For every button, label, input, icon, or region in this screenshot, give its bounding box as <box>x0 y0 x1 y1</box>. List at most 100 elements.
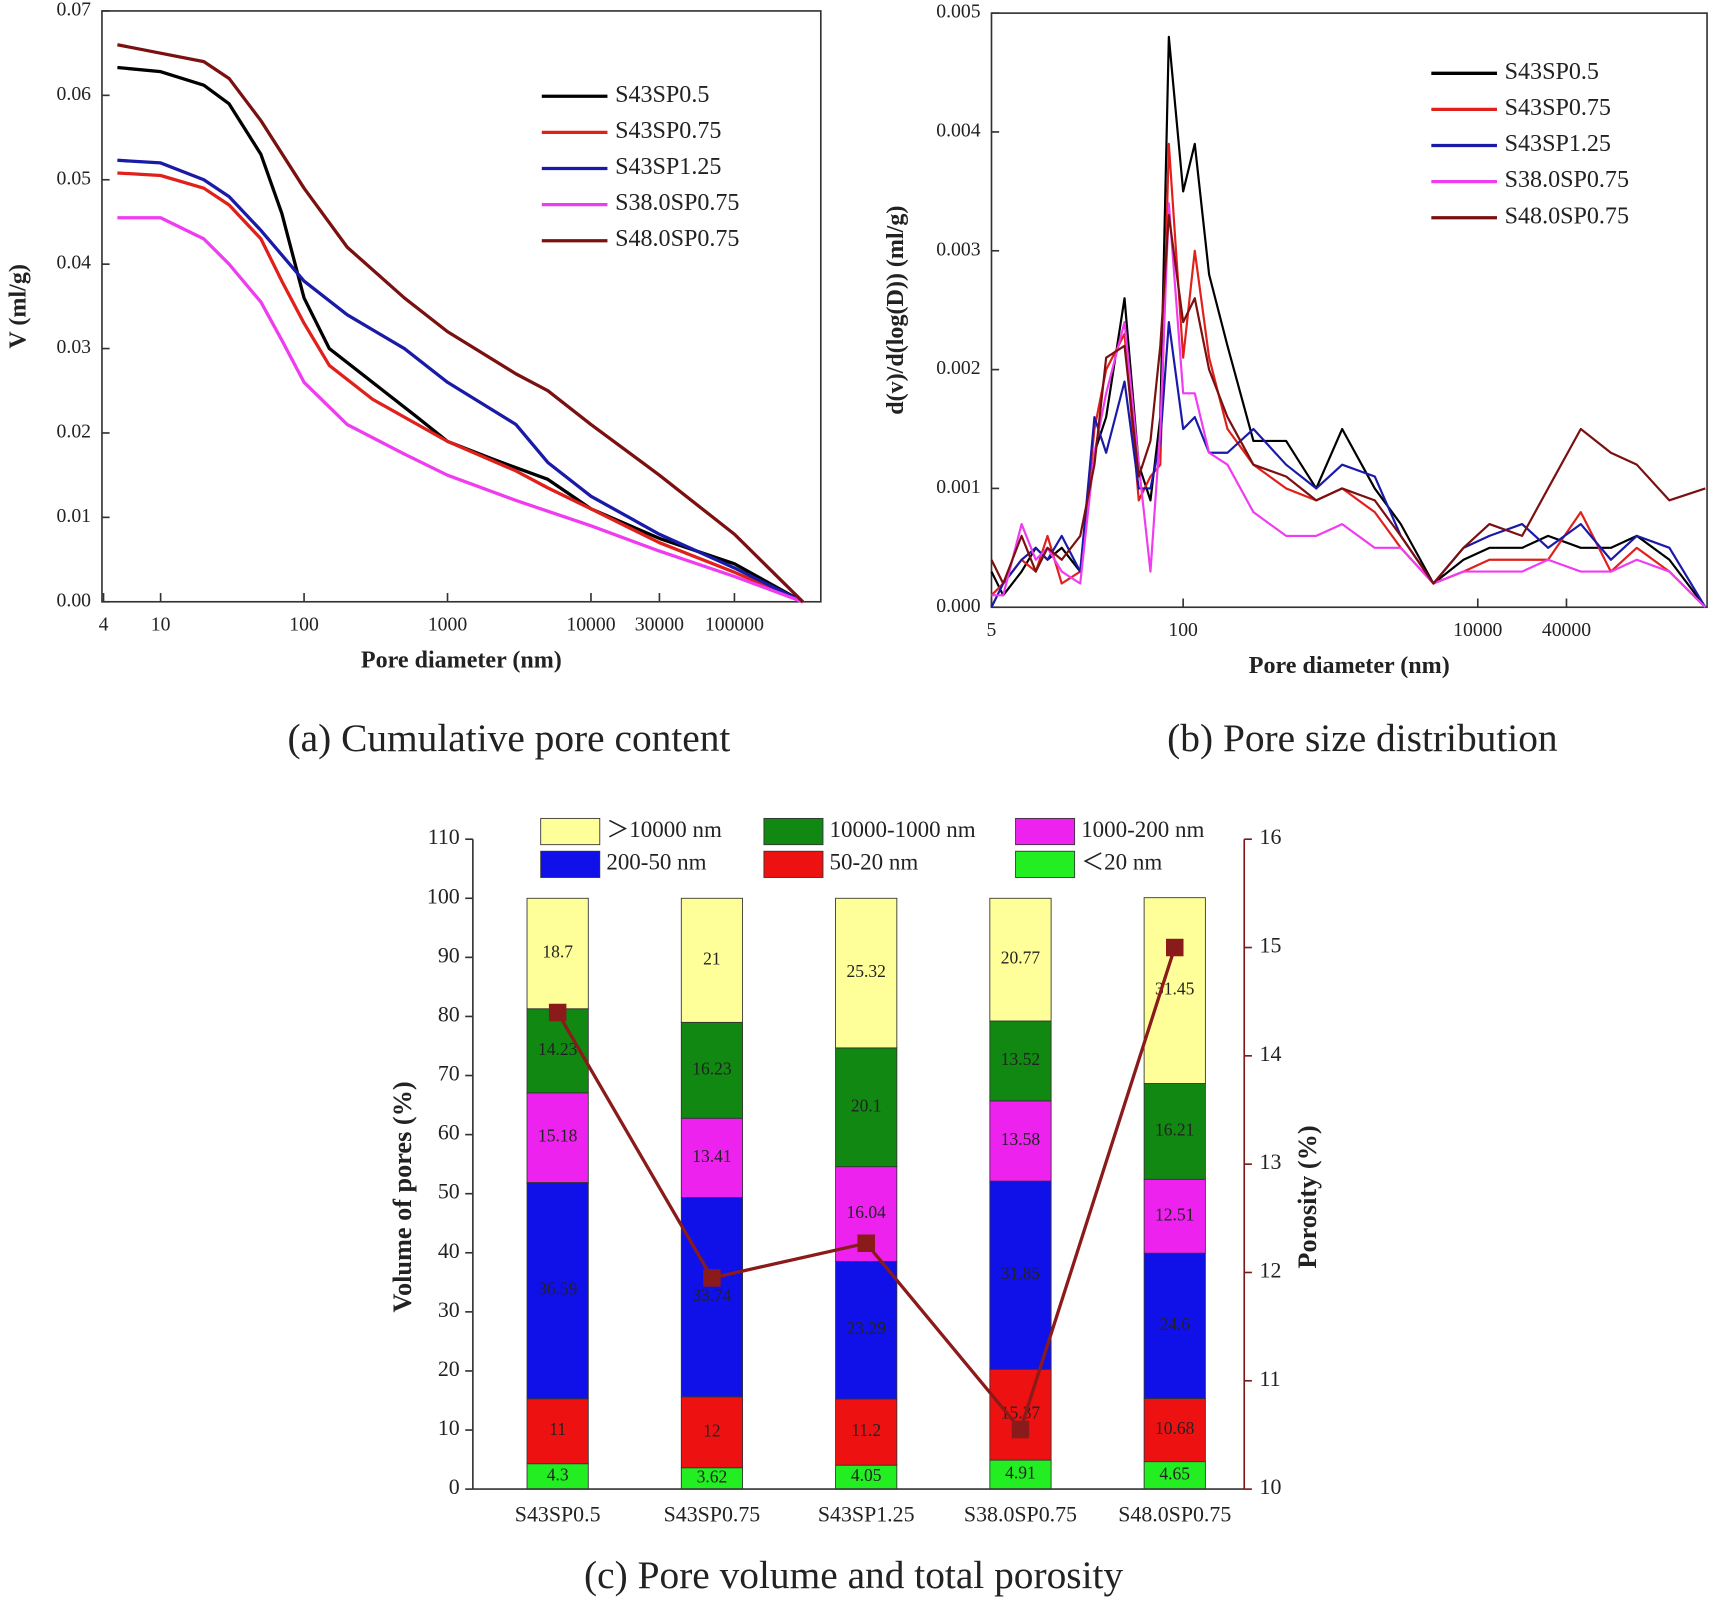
x-tick-label: S43SP1.25 <box>818 1502 915 1526</box>
bar-segment <box>526 1398 589 1465</box>
legend-label: S48.0SP0.75 <box>1505 203 1629 229</box>
legend-label: S43SP0.5 <box>615 82 709 108</box>
data-label: 14.23 <box>538 1039 578 1059</box>
bar-segment <box>526 897 589 1010</box>
y-tick-label: 0.005 <box>936 1 980 23</box>
y2-tick-label: 14 <box>1260 1042 1282 1066</box>
y-tick-label: 0.04 <box>57 252 92 274</box>
y-tick-label: 0.003 <box>936 238 980 260</box>
bar-segment <box>1143 1398 1206 1463</box>
bar-segment <box>989 1180 1052 1370</box>
y-tick-label: 0.001 <box>936 476 980 498</box>
legend-swatch <box>1015 850 1076 878</box>
porosity-marker <box>548 1003 567 1022</box>
y-tick-label: 80 <box>438 1002 460 1026</box>
legend-swatch <box>763 850 824 878</box>
legend-label: S43SP0.75 <box>1505 95 1611 121</box>
data-label: 25.32 <box>847 961 886 981</box>
data-label: 4.05 <box>851 1465 882 1485</box>
data-label: 23.29 <box>847 1318 887 1338</box>
y-tick-label: 100 <box>427 884 460 908</box>
y-tick-label: 0.004 <box>936 119 980 141</box>
data-label: 11.2 <box>851 1420 881 1440</box>
data-label: 31.45 <box>1155 979 1195 999</box>
series-line <box>117 171 804 604</box>
bar-segment <box>1143 1252 1206 1399</box>
y2-tick-label: 11 <box>1260 1367 1281 1391</box>
y2-tick-label: 16 <box>1260 825 1282 849</box>
data-label: 10.68 <box>1155 1418 1195 1438</box>
y2-axis-title: Porosity (%) <box>1293 1125 1322 1268</box>
x-tick-label: 1000 <box>428 613 468 635</box>
data-label: 31.85 <box>1001 1263 1041 1283</box>
data-label: 12.51 <box>1155 1204 1194 1224</box>
bar-segment <box>989 1100 1052 1182</box>
data-label: 15.18 <box>538 1126 578 1146</box>
bar-segment <box>989 897 1052 1022</box>
data-label: 13.41 <box>692 1146 731 1166</box>
legend-label: S43SP1.25 <box>615 154 721 180</box>
y-tick-label: 50 <box>438 1180 460 1204</box>
y-tick-label: 0 <box>449 1475 460 1499</box>
y-tick-label: 110 <box>428 825 460 849</box>
bar-segment <box>835 1047 898 1168</box>
bar-segment <box>680 1117 744 1198</box>
x-tick-label: S48.0SP0.75 <box>1118 1502 1231 1526</box>
data-label: 24.6 <box>1159 1314 1190 1334</box>
data-label: 4.3 <box>547 1464 569 1484</box>
legend-label: 200-50 nm <box>606 850 706 875</box>
caption: (b) Pore size distribution <box>1167 716 1558 760</box>
x-tick-label: 100000 <box>705 613 764 635</box>
porosity-marker <box>1011 1420 1030 1439</box>
series-line <box>117 216 804 604</box>
y-tick-label: 70 <box>438 1062 460 1086</box>
porosity-marker <box>703 1269 721 1287</box>
bar-segment <box>680 1396 744 1469</box>
y2-tick-label: 10 <box>1260 1475 1282 1499</box>
y-tick-label: 0.01 <box>57 505 91 527</box>
x-tick-label: 4 <box>99 613 109 635</box>
data-label: 13.58 <box>1001 1129 1041 1149</box>
x-tick-label: 10000 <box>1453 619 1502 641</box>
bar-segment <box>680 897 744 1023</box>
data-label: 33.74 <box>692 1285 732 1305</box>
bar-segment <box>989 1368 1052 1461</box>
series-line <box>117 65 804 604</box>
bar-segment <box>526 1463 589 1490</box>
legend-label: 50-20 nm <box>830 850 919 875</box>
y-tick-label: 0.002 <box>936 357 980 379</box>
series-line <box>990 35 1707 608</box>
legend-label: S38.0SP0.75 <box>615 190 739 216</box>
series-line <box>991 202 1707 609</box>
data-label: 3.62 <box>697 1466 728 1486</box>
caption: (c) Pore volume and total porosity <box>584 1553 1123 1597</box>
data-label: 16.23 <box>692 1058 732 1078</box>
y-tick-label: 90 <box>438 943 460 967</box>
bar-segment <box>835 1398 898 1466</box>
y2-tick-label: 15 <box>1260 934 1282 958</box>
data-label: 16.21 <box>1155 1119 1194 1139</box>
y-tick-label: 30 <box>438 1298 460 1322</box>
data-label: 4.91 <box>1005 1463 1036 1483</box>
bar-segment <box>680 1021 744 1119</box>
y-axis-title: d(v)/d(log(D)) (ml/g) <box>883 206 909 415</box>
y-tick-label: 0.03 <box>57 336 92 358</box>
plot-frame <box>990 12 1708 609</box>
y-tick-label: 10 <box>438 1416 460 1440</box>
bar-segment <box>526 1092 589 1183</box>
legend-swatch <box>540 850 601 878</box>
data-label: 12 <box>703 1420 721 1440</box>
x-tick-label: 10000 <box>566 613 615 635</box>
x-tick-label: 100 <box>1168 619 1198 641</box>
y-tick-label: 0.05 <box>57 167 92 189</box>
data-label: 18.7 <box>542 942 573 962</box>
y2-tick-label: 12 <box>1260 1258 1282 1282</box>
y-tick-label: 0.06 <box>57 83 92 105</box>
y-tick-label: 0.000 <box>936 595 980 617</box>
x-tick-label: 100 <box>289 613 319 635</box>
series-line <box>990 321 1707 608</box>
y-tick-label: 60 <box>438 1121 460 1145</box>
data-label: 11 <box>549 1419 566 1439</box>
legend-swatch <box>1015 817 1076 846</box>
y2-tick-label: 13 <box>1260 1150 1282 1174</box>
